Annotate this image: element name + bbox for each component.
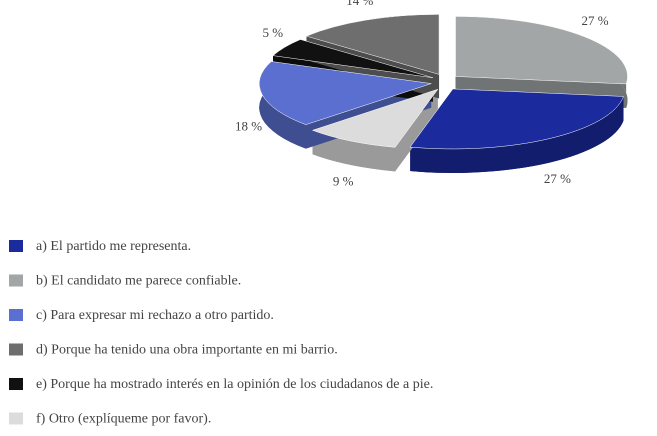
value-label: 27 % [581, 13, 608, 28]
value-label: 5 % [263, 25, 284, 40]
slice-side [410, 96, 624, 173]
value-label: 9 % [333, 174, 354, 189]
slice-side [312, 130, 396, 172]
legend-label: d) Porque ha tenido una obra importante … [36, 343, 338, 358]
slice [311, 88, 439, 148]
slice [305, 14, 440, 75]
legend-label: b) El candidato me parece confiable. [36, 274, 241, 289]
value-label: 14 % [346, 0, 373, 8]
slice [409, 88, 624, 150]
legend-label: f) Otro (explíqueme por favor). [36, 412, 211, 427]
legend-swatch [9, 378, 23, 390]
legend-swatch [9, 309, 23, 321]
legend-swatch [9, 343, 23, 356]
value-label: 18 % [235, 118, 262, 133]
slice [455, 16, 628, 85]
legend-label: e) Porque ha mostrado interés en la opin… [36, 377, 433, 392]
legend-swatch [9, 240, 23, 252]
legend-swatch [9, 274, 23, 287]
legend-label: a) El partido me representa. [36, 239, 191, 254]
slice-wall [395, 89, 438, 172]
legend-label: c) Para expresar mi rechazo a otro parti… [36, 308, 274, 323]
value-label: 27 % [544, 171, 571, 186]
slice [272, 39, 434, 78]
slice [258, 61, 432, 125]
legend-swatch [9, 412, 23, 425]
